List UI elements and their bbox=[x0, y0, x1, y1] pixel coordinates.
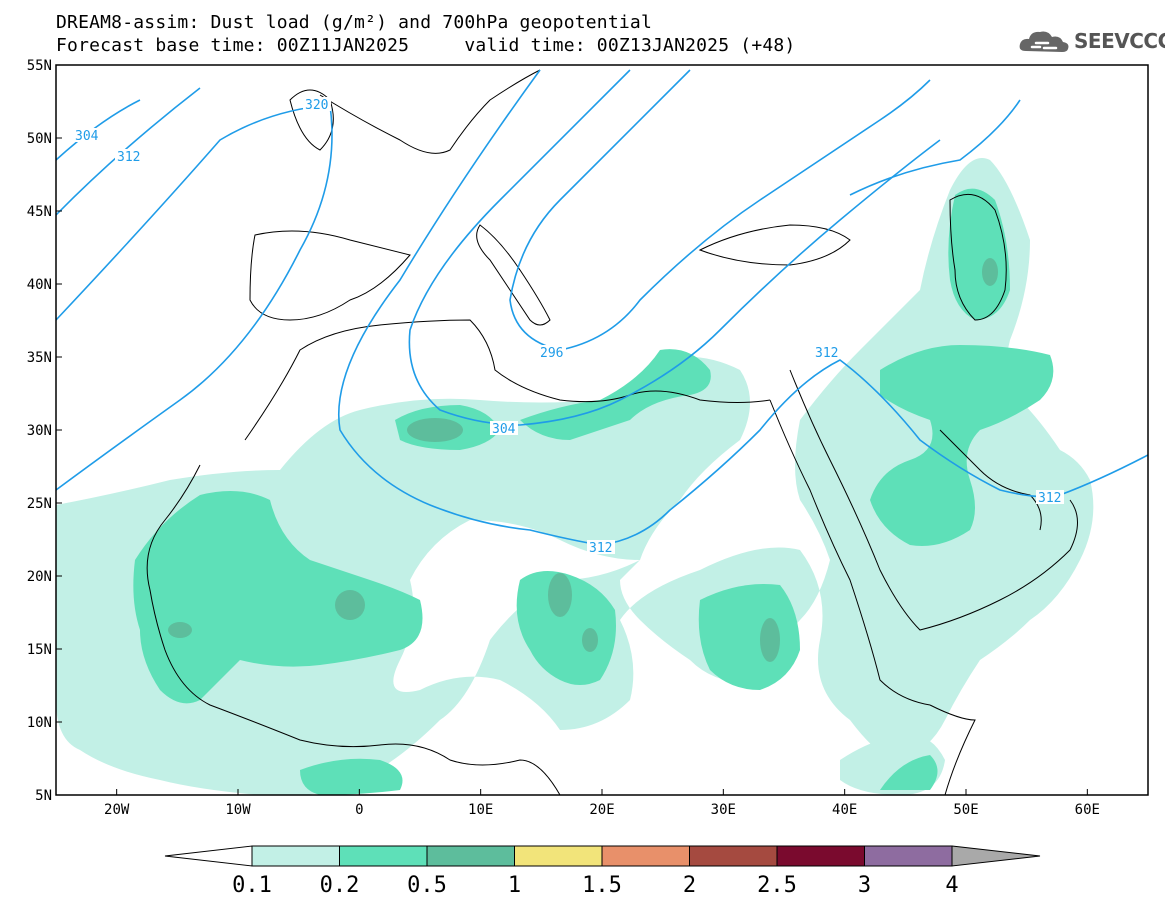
caspian-coast bbox=[949, 193, 1007, 321]
lon-tick-label: 10W bbox=[225, 802, 251, 818]
colorbar-tick-label: 2.5 bbox=[757, 873, 797, 898]
black-sea-coast bbox=[698, 224, 851, 266]
lat-tick-label: 55N bbox=[27, 58, 52, 74]
dust-region-mid-sudan bbox=[698, 584, 800, 690]
contour-320 bbox=[56, 104, 333, 491]
dust-region-dark-niger bbox=[582, 628, 598, 652]
contour-label-312-nw: 312 bbox=[117, 150, 140, 165]
seevccc-logo: SEEVCCC bbox=[1018, 27, 1165, 57]
persian-gulf-coast bbox=[939, 429, 1042, 531]
contour-312-east bbox=[1059, 454, 1148, 496]
colorbar-box bbox=[689, 845, 778, 867]
contour-label-320: 320 bbox=[305, 98, 328, 113]
lon-tick-label: 10E bbox=[468, 802, 493, 818]
colorbar-box bbox=[426, 845, 515, 867]
contour-label-296: 296 bbox=[540, 346, 563, 361]
red-sea-east-coast bbox=[789, 369, 1078, 631]
colorbar-box bbox=[601, 845, 690, 867]
italy-coast bbox=[476, 224, 551, 326]
north-europe-coast bbox=[319, 69, 541, 154]
lat-tick-label: 25N bbox=[27, 496, 52, 512]
lon-tick-label: 0 bbox=[355, 802, 363, 818]
contour-304-north bbox=[56, 99, 141, 161]
colorbar-tick-label: 1 bbox=[508, 873, 521, 898]
colorbar-tick-label: 1.5 bbox=[582, 873, 622, 898]
colorbar-box bbox=[251, 845, 340, 867]
lon-tick-label: 60E bbox=[1075, 802, 1100, 818]
colorbar-box bbox=[514, 845, 603, 867]
lon-tick-label: 50E bbox=[953, 802, 978, 818]
horn-coast bbox=[929, 704, 976, 795]
colorbar-tick-label: 0.2 bbox=[320, 873, 360, 898]
contour-label-304-center: 304 bbox=[492, 422, 516, 437]
dust-region-mid-horn bbox=[880, 755, 938, 790]
red-sea-west-coast bbox=[769, 399, 931, 706]
colorbar-tick-label: 3 bbox=[858, 873, 871, 898]
colorbar-boxes bbox=[251, 845, 953, 867]
dust-region-dark-caspian bbox=[982, 258, 998, 286]
lon-tick-label: 20E bbox=[589, 802, 614, 818]
lon-tick-label: 40E bbox=[832, 802, 857, 818]
colorbar-box bbox=[864, 845, 953, 867]
lat-tick-label: 5N bbox=[35, 788, 52, 804]
north-africa-coast bbox=[244, 319, 771, 441]
colorbar-tick-label: 4 bbox=[945, 873, 958, 898]
dust-region-mid-gulf-guinea bbox=[300, 758, 403, 795]
dust-region-dark-senegal bbox=[168, 622, 192, 638]
lat-tick-label: 35N bbox=[27, 350, 52, 366]
lat-tick-label: 30N bbox=[27, 423, 52, 439]
cloud-icon bbox=[1019, 31, 1069, 52]
latitude-axis: 55N 50N 45N 40N 35N 30N 25N 20N 15N 10N 5N bbox=[27, 58, 62, 804]
dust-region-dark-mali bbox=[335, 590, 365, 620]
lat-tick-label: 45N bbox=[27, 204, 52, 220]
lon-tick-label: 20W bbox=[104, 802, 130, 818]
logo-text: SEEVCCC bbox=[1074, 29, 1165, 53]
contour-312-northeast bbox=[849, 99, 1021, 196]
west-africa-coast bbox=[146, 464, 561, 795]
dust-region-dark-tunisia bbox=[407, 418, 463, 442]
iberia-coast bbox=[249, 230, 411, 321]
dust-region-mid-sahel bbox=[133, 491, 423, 704]
lat-tick-label: 10N bbox=[27, 715, 52, 731]
colorbar-high-triangle bbox=[951, 845, 1041, 867]
dust-region-mid-iran bbox=[870, 345, 1054, 546]
colorbar-box bbox=[339, 845, 428, 867]
colorbar-labels: 0.1 0.2 0.5 1 1.5 2 2.5 3 4 bbox=[232, 873, 959, 898]
contour-label-312-levant: 312 bbox=[815, 346, 838, 361]
dust-region-dark-chad bbox=[548, 573, 572, 617]
longitude-axis: 20W 10W 0 10E 20E 30E 40E 50E 60E bbox=[104, 789, 1100, 818]
colorbar-tick-label: 0.1 bbox=[232, 873, 272, 898]
colorbar-box bbox=[776, 845, 865, 867]
lon-tick-label: 30E bbox=[711, 802, 736, 818]
lat-tick-label: 40N bbox=[27, 277, 52, 293]
lat-tick-label: 15N bbox=[27, 642, 52, 658]
map-subtitle: Forecast base time: 00Z11JAN2025 valid t… bbox=[56, 35, 796, 56]
colorbar-tick-label: 0.5 bbox=[407, 873, 447, 898]
colorbar-low-triangle bbox=[164, 845, 253, 867]
colorbar-tick-label: 2 bbox=[683, 873, 696, 898]
lat-tick-label: 50N bbox=[27, 131, 52, 147]
colorbar: 0.1 0.2 0.5 1 1.5 2 2.5 3 4 bbox=[164, 845, 1041, 898]
dust-region-mid-chad bbox=[516, 571, 616, 685]
contour-304-center bbox=[408, 69, 941, 426]
contour-296 bbox=[509, 69, 931, 351]
lat-tick-label: 20N bbox=[27, 569, 52, 585]
contour-labels: 304 312 320 296 304 312 312 312 bbox=[73, 97, 1064, 556]
contour-label-304-nw: 304 bbox=[75, 129, 99, 144]
dust-region-mid-caspian bbox=[948, 188, 1010, 320]
contour-label-312-gulf: 312 bbox=[1038, 491, 1061, 506]
dust-load-fills bbox=[56, 158, 1094, 795]
contour-label-312-sahara: 312 bbox=[589, 541, 612, 556]
dust-region-dark-sudan bbox=[760, 618, 780, 662]
map-title: DREAM8-assim: Dust load (g/m²) and 700hP… bbox=[56, 12, 652, 33]
